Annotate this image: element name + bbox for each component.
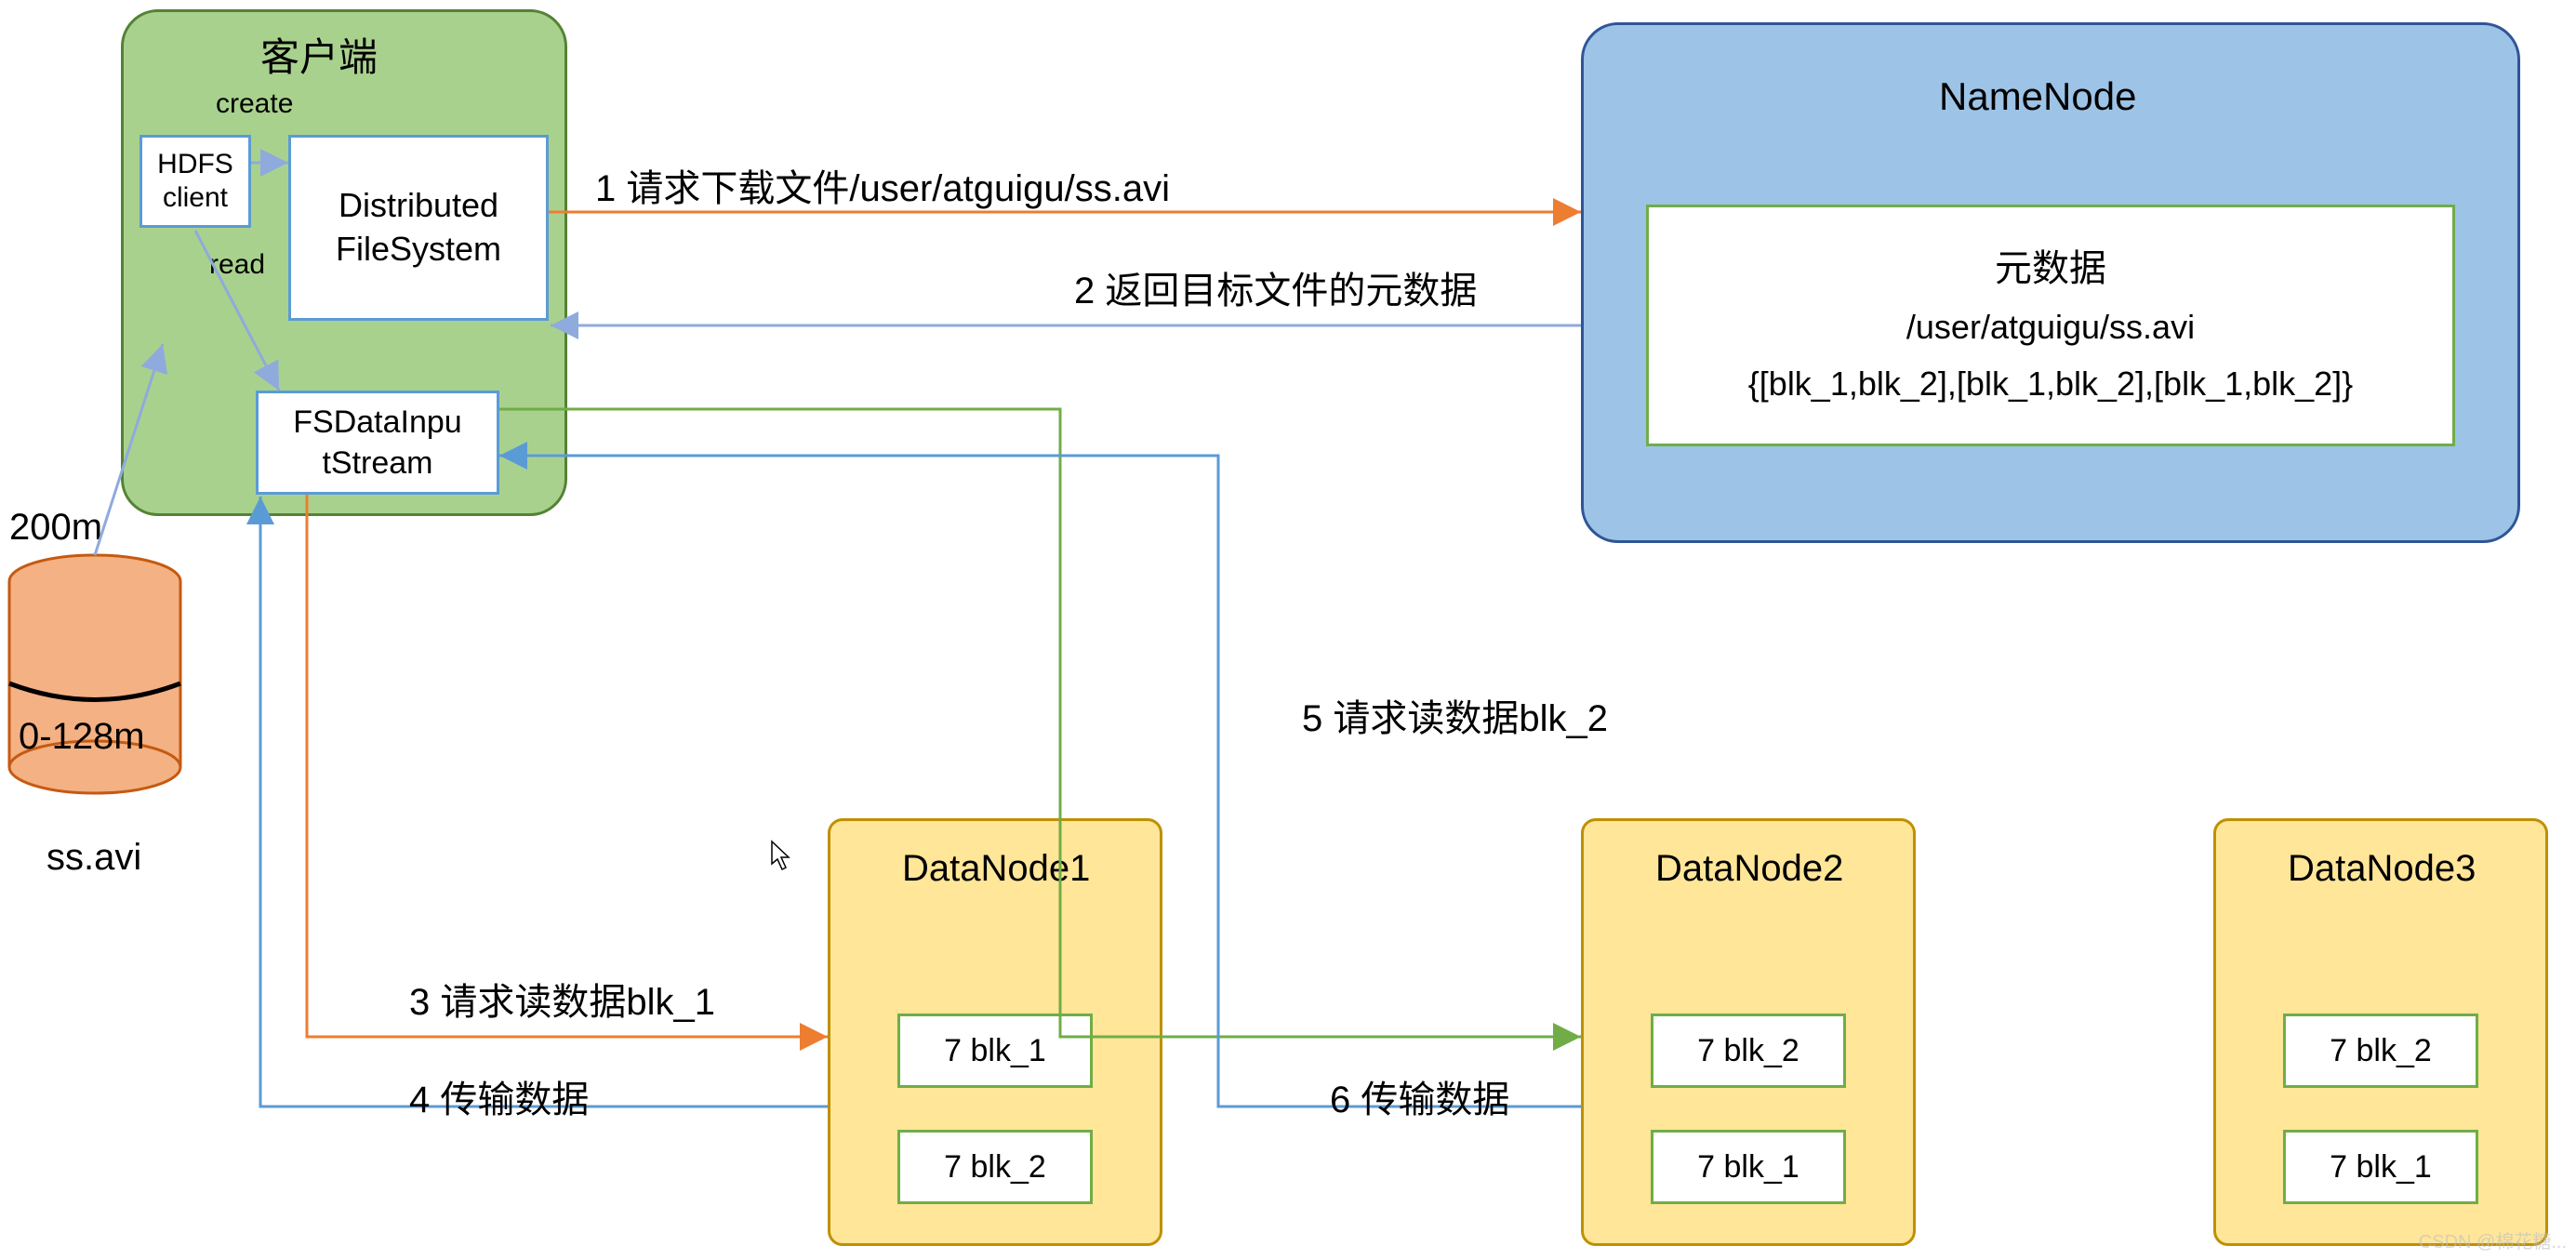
fsdatainputstream-box: FSDataInpu tStream	[256, 391, 499, 495]
cursor-icon	[772, 842, 789, 869]
edge3-label: 3 请求读数据blk_1	[409, 972, 715, 1026]
datanode3-blk2: 7 blk_1	[2283, 1130, 2478, 1204]
datanode2-title: DataNode2	[1655, 848, 1843, 890]
create-label: create	[216, 88, 293, 120]
cylinder-file: ss.avi	[46, 837, 141, 879]
datanode1-blk1: 7 blk_1	[897, 1014, 1093, 1088]
edge5-label: 5 请求读数据blk_2	[1302, 688, 1608, 742]
datanode3-blk1: 7 blk_2	[2283, 1014, 2478, 1088]
datanode2-blk1: 7 blk_2	[1651, 1014, 1846, 1088]
metadata-path: /user/atguigu/ss.avi	[1906, 306, 2195, 350]
distributed-filesystem-box: Distributed FileSystem	[288, 135, 549, 321]
read-label: read	[209, 249, 265, 281]
watermark: CSDN @棉花糖...	[2419, 1226, 2567, 1253]
cylinder-range: 0-128m	[19, 716, 145, 758]
namenode-title: NameNode	[1939, 74, 2136, 119]
edge1-label: 1 请求下载文件/user/atguigu/ss.avi	[595, 158, 1170, 212]
metadata-title: 元数据	[1995, 245, 2106, 293]
edge6-label: 6 传输数据	[1330, 1069, 1509, 1123]
datanode1-blk2: 7 blk_2	[897, 1130, 1093, 1204]
datanode3-title: DataNode3	[2288, 848, 2476, 890]
edge4-label: 4 传输数据	[409, 1069, 589, 1123]
cylinder-top-label: 200m	[9, 507, 102, 549]
hdfs-client-box: HDFS client	[139, 135, 251, 228]
datanode1-title: DataNode1	[902, 848, 1090, 890]
client-title: 客户端	[260, 26, 378, 83]
datanode2-blk2: 7 blk_1	[1651, 1130, 1846, 1204]
metadata-box: 元数据 /user/atguigu/ss.avi {[blk_1,blk_2],…	[1646, 205, 2455, 446]
edge2-label: 2 返回目标文件的元数据	[1074, 260, 1477, 314]
metadata-blocks: {[blk_1,blk_2],[blk_1,blk_2],[blk_1,blk_…	[1748, 363, 2353, 406]
